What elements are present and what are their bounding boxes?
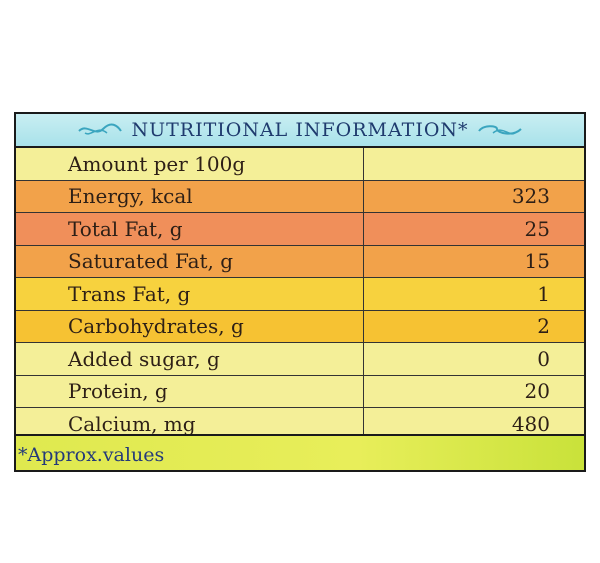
table-row: Saturated Fat, g 15 [16, 244, 584, 278]
left-flourish-icon [78, 123, 123, 135]
nutrient-value: 15 [363, 244, 584, 278]
header-label: Amount per 100g [16, 148, 364, 181]
nutrient-name: Trans Fat, g [16, 277, 364, 311]
nutrient-name: Protein, g [16, 374, 364, 408]
right-flourish-icon [477, 125, 522, 135]
nutrient-name: Total Fat, g [16, 212, 364, 246]
nutrient-value: 25 [363, 212, 584, 246]
table-row: Added sugar, g 0 [16, 342, 584, 376]
table-row: Total Fat, g 25 [16, 212, 584, 246]
nutrient-value: 1 [363, 277, 584, 311]
header-value [363, 148, 584, 181]
nutrient-value: 20 [363, 374, 584, 408]
title-bar: NUTRITIONAL INFORMATION* [16, 114, 584, 148]
nutrient-name: Added sugar, g [16, 342, 364, 376]
nutrient-value: 323 [363, 179, 584, 213]
nutrient-name: Carbohydrates, g [16, 309, 364, 343]
table-row: Carbohydrates, g 2 [16, 309, 584, 343]
nutrient-value: 2 [363, 309, 584, 343]
nutrient-name: Saturated Fat, g [16, 244, 364, 278]
table-row: Trans Fat, g 1 [16, 277, 584, 311]
footer-bar: *Approx.values [16, 434, 584, 470]
table-row: Energy, kcal 323 [16, 179, 584, 213]
footnote: *Approx.values [18, 444, 165, 466]
table-row: Protein, g 20 [16, 374, 584, 408]
panel-title: NUTRITIONAL INFORMATION* [131, 119, 469, 141]
nutrition-label: NUTRITIONAL INFORMATION* Amount per 100g… [14, 112, 586, 472]
nutrition-table: Amount per 100g Energy, kcal 323 Total F… [16, 148, 584, 441]
nutrient-name: Energy, kcal [16, 179, 364, 213]
nutrient-value: 0 [363, 342, 584, 376]
table-row-header: Amount per 100g [16, 148, 584, 181]
